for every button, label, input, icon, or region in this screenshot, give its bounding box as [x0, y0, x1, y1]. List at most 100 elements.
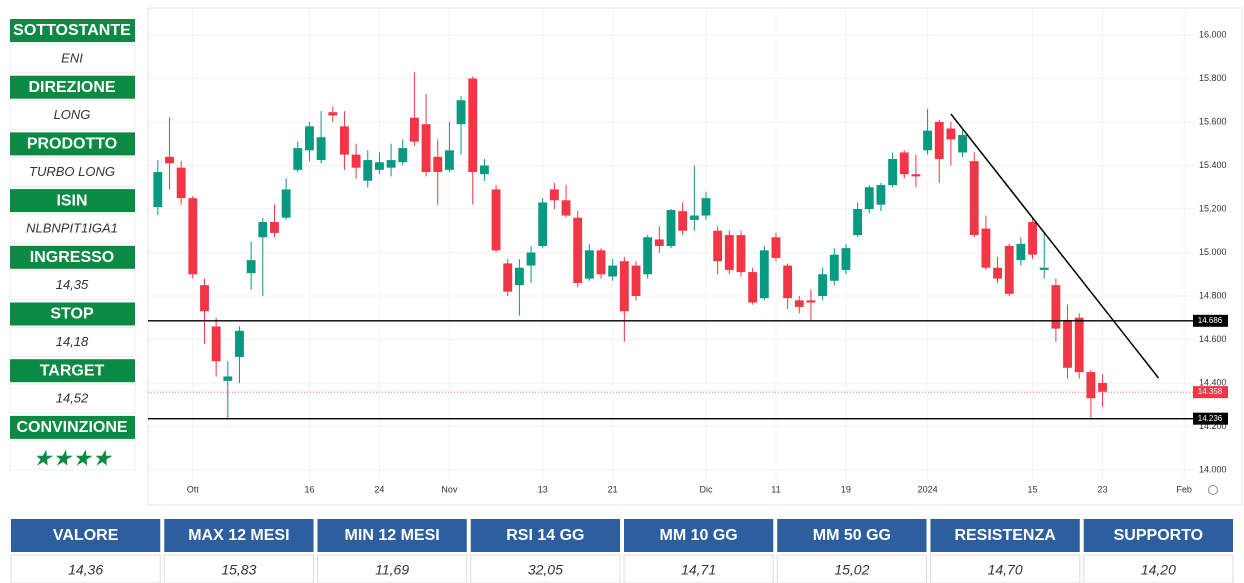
- candle-body: [351, 154, 361, 168]
- candle-body: [1098, 382, 1107, 392]
- table-cell-bg: [163, 554, 314, 583]
- y-tick-label: 15.800: [1199, 73, 1227, 83]
- panel-header: DIREZIONE: [28, 79, 115, 96]
- price-label: 14.236: [1198, 414, 1223, 423]
- table-header-bg: [930, 519, 1080, 552]
- panel-value: 14,18: [56, 334, 89, 349]
- candle-body: [491, 189, 501, 251]
- candle-body: [771, 237, 781, 258]
- candle-body: [374, 162, 384, 170]
- candle-body: [934, 122, 944, 159]
- candle-body: [783, 265, 793, 299]
- candle-body: [584, 250, 594, 279]
- panel-header-bg: [10, 189, 135, 213]
- panel-header: TARGET: [40, 362, 105, 379]
- candle-body: [503, 263, 513, 292]
- candle-body: [561, 200, 571, 216]
- panel-value-bg: [9, 383, 136, 414]
- panel-header-bg: [10, 415, 135, 439]
- panel-value: ENI: [61, 50, 83, 65]
- candle-body: [736, 235, 746, 273]
- y-tick-label: 16.000: [1199, 29, 1227, 39]
- table-cell: 14,36: [68, 562, 103, 578]
- candle-body: [153, 172, 163, 208]
- y-tick-label: 15.200: [1199, 203, 1227, 213]
- x-tick-label: Feb: [1176, 484, 1192, 494]
- candle-body: [888, 158, 898, 186]
- candle-body: [398, 148, 408, 163]
- table-cell: 15,02: [834, 562, 869, 578]
- candle-body: [479, 165, 489, 175]
- candle-body: [899, 152, 909, 175]
- x-tick-label: Dic: [699, 484, 712, 494]
- candle-body: [643, 237, 653, 275]
- candle-body: [666, 210, 676, 246]
- candle-body: [549, 189, 559, 201]
- panel-header: SOTTOSTANTE: [13, 22, 131, 39]
- panel-value: ★★★★: [33, 446, 113, 471]
- candle-body: [993, 267, 1002, 279]
- table-cell: 11,69: [375, 562, 409, 578]
- candle-body: [654, 239, 664, 246]
- panel-value-bg: [9, 156, 136, 187]
- table-cell-bg: [317, 554, 468, 583]
- x-tick-label: 13: [538, 484, 548, 494]
- candle-body: [363, 160, 373, 181]
- table-header: MAX 12 MESI: [188, 527, 289, 544]
- candle-body: [165, 156, 174, 164]
- candle-body: [1086, 372, 1096, 399]
- panel-value: TURBO LONG: [29, 164, 115, 179]
- table-header-bg: [470, 519, 620, 552]
- candle-body: [759, 250, 769, 299]
- x-tick-label: 16: [304, 484, 314, 494]
- price-label-bg: [1193, 314, 1228, 327]
- settings-icon[interactable]: [1208, 485, 1218, 495]
- table-cell: 14,71: [681, 562, 716, 578]
- table-cell-bg: [776, 554, 927, 583]
- candle-body: [316, 137, 326, 161]
- candle-body: [701, 198, 711, 216]
- candle-body: [689, 215, 699, 220]
- panel-header-bg: [10, 302, 135, 326]
- panel-header: CONVINZIONE: [16, 419, 127, 436]
- candle-body: [958, 135, 968, 153]
- candle-body: [1051, 285, 1061, 329]
- table-header-bg: [1083, 519, 1233, 552]
- candle-body: [270, 222, 279, 233]
- x-tick-label: 21: [608, 484, 618, 494]
- panel-value-bg: [9, 43, 136, 74]
- x-tick-label: 24: [374, 484, 384, 494]
- candle-body: [1063, 319, 1072, 368]
- candle-body: [818, 274, 828, 297]
- panel-header: STOP: [50, 306, 94, 323]
- y-tick-label: 14.400: [1199, 377, 1227, 387]
- table-header-bg: [164, 519, 314, 552]
- candle-body: [281, 189, 291, 218]
- candle-body: [188, 198, 198, 275]
- candle-body: [608, 265, 618, 277]
- table-cell: 14,70: [988, 562, 1023, 578]
- panel-header: ISIN: [56, 192, 87, 209]
- candle-body: [1039, 267, 1049, 270]
- candle-body: [981, 228, 991, 268]
- panel-header-bg: [10, 245, 135, 269]
- table-header: RSI 14 GG: [506, 527, 584, 544]
- candle-body: [923, 130, 933, 151]
- table-header-bg: [777, 519, 927, 552]
- candle-body: [619, 261, 629, 312]
- candle-body: [293, 148, 303, 170]
- table-cell: 32,05: [528, 562, 563, 578]
- panel-value: LONG: [54, 107, 91, 122]
- candle-body: [853, 209, 863, 236]
- candle-body: [573, 217, 583, 283]
- candle-body: [340, 126, 349, 155]
- candle-body: [724, 235, 734, 270]
- candle-body: [631, 265, 641, 297]
- candle-body: [678, 211, 688, 231]
- y-tick-label: 14.000: [1199, 464, 1227, 474]
- panel-header-bg: [10, 359, 135, 383]
- x-tick-label: 15: [1028, 484, 1038, 494]
- table-cell-bg: [623, 554, 774, 583]
- panel-value: 14,35: [56, 277, 89, 292]
